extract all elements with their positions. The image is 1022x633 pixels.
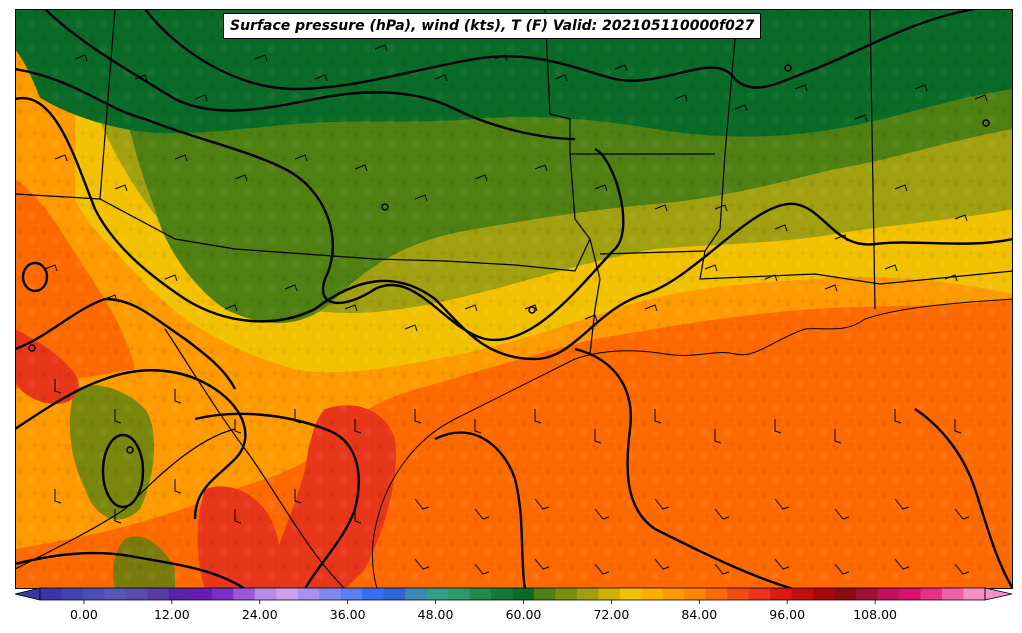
colorbar-swatch [834,588,857,600]
colorbar-swatch [190,588,213,600]
coastline-mexico [371,528,378,589]
colorbar-swatch [899,588,921,600]
colorbar-swatches [14,587,1013,601]
colorbar-swatch [40,588,62,600]
map-title: Surface pressure (hPa), wind (kts), T (F… [223,13,762,39]
colorbar-tick-label: 24.00 [242,607,278,622]
colorbar-tick-label: 60.00 [506,607,542,622]
colorbar-tick-label: 48.00 [418,607,454,622]
colorbar-swatch [555,588,578,600]
colorbar-swatch [770,588,793,600]
colorbar: 0.00 12.00 24.00 36.00 48.00 60.00 72.00 84.00 9… [14,587,1013,622]
colorbar-tick-label: 84.00 [681,607,717,622]
colorbar-swatch [319,588,342,600]
mottle-texture [15,9,1013,589]
coastline [374,298,1013,530]
colorbar-swatch [362,588,385,600]
colorbar-swatch [963,588,986,600]
colorbar-tick-label: 12.00 [154,607,190,622]
colorbar-swatch [405,588,427,600]
colorbar-swatch [276,588,299,600]
colorbar-swatch [641,588,664,600]
colorbar-swatch [512,588,535,600]
colorbar-swatch [340,588,363,600]
colorbar-swatch [448,588,470,600]
colorbar-tick-label: 108.00 [853,607,897,622]
colorbar-swatch [813,588,836,600]
colorbar-swatch [748,588,771,600]
pressure-centers [28,64,990,454]
colorbar-ticks: 0.00 12.00 24.00 36.00 48.00 60.00 72.00 84.00 9… [70,600,897,622]
colorbar-swatch [533,588,556,600]
colorbar-swatch [125,588,148,600]
colorbar-tick-label: 0.00 [70,607,98,622]
colorbar-swatch [254,588,277,600]
colorbar-swatch [491,588,513,600]
colorbar-extend-low [14,587,41,601]
isobars [15,9,1013,589]
colorbar-swatch [211,588,234,600]
colorbar-tick-label: 72.00 [593,607,629,622]
colorbar-extend-high [984,587,1013,601]
colorbar-swatch [82,588,105,600]
colorbar-tick-label: 96.00 [769,607,805,622]
colorbar-swatch [168,588,191,600]
weather-map [15,9,1013,589]
colorbar-swatch [684,588,707,600]
colorbar-swatch [727,588,750,600]
colorbar-swatch [383,588,406,600]
colorbar-swatch [576,588,599,600]
colorbar-swatch [619,588,642,600]
colorbar-swatch [104,588,127,600]
colorbar-outline [39,587,986,601]
colorbar-swatch [791,588,814,600]
colorbar-swatch [297,588,320,600]
colorbar-swatch [877,588,900,600]
colorbar-swatch [856,588,879,600]
colorbar-swatch [233,588,256,600]
colorbar-swatch [942,588,964,600]
colorbar-swatch [705,588,728,600]
colorbar-swatch [469,588,492,600]
colorbar-swatch [426,588,449,600]
colorbar-swatch [61,588,84,600]
colorbar-swatch [147,588,170,600]
wind-barbs [44,44,988,575]
colorbar-swatch [662,588,685,600]
colorbar-tick-label: 36.00 [330,607,366,622]
colorbar-swatch [920,588,943,600]
colorbar-swatch [598,588,621,600]
